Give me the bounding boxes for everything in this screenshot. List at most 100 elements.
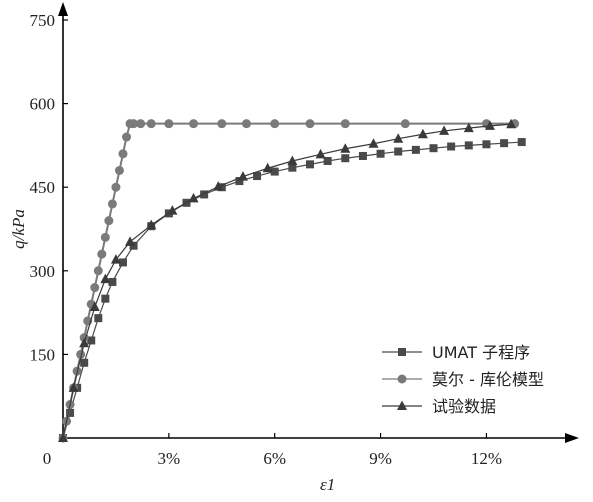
data-point <box>340 119 350 129</box>
data-point <box>237 171 248 181</box>
data-point <box>125 236 136 246</box>
y-tick-label: 600 <box>30 95 56 114</box>
data-point <box>287 155 298 166</box>
x-tick-label: 6% <box>263 449 286 468</box>
data-point <box>500 139 509 148</box>
legend-item: UMAT 子程序 <box>382 343 530 362</box>
series-line <box>62 123 512 439</box>
data-point <box>108 277 117 286</box>
data-point <box>463 122 474 133</box>
data-point <box>315 148 326 159</box>
data-point <box>235 177 244 186</box>
data-point <box>241 119 251 129</box>
data-point <box>270 167 279 176</box>
data-point <box>341 154 350 163</box>
series-triangle <box>58 118 517 442</box>
data-point <box>213 181 224 191</box>
y-axis-arrow-icon <box>58 2 68 16</box>
y-tick-label: 750 <box>30 11 56 30</box>
data-point <box>68 382 79 392</box>
data-point <box>111 182 121 192</box>
data-point <box>76 349 86 359</box>
data-point <box>340 143 351 153</box>
legend-marker <box>397 374 407 384</box>
series-line <box>62 141 522 439</box>
data-point <box>100 232 110 242</box>
y-tick-label: 450 <box>30 178 56 197</box>
data-point <box>118 149 128 159</box>
x-tick-label: 3% <box>158 449 181 468</box>
data-point <box>506 118 517 129</box>
legend-item: 试验数据 <box>382 397 496 416</box>
data-point <box>146 119 156 129</box>
data-point <box>447 142 456 151</box>
data-point <box>394 147 403 156</box>
data-point <box>107 199 117 209</box>
x-tick-label: 9% <box>369 449 392 468</box>
data-point <box>146 219 157 230</box>
axes <box>58 2 579 443</box>
data-point <box>417 128 428 139</box>
data-point <box>400 119 410 129</box>
data-point <box>358 151 367 160</box>
data-point <box>217 183 226 192</box>
x-tick-label: 12% <box>471 449 502 468</box>
data-point <box>114 165 124 175</box>
data-point <box>189 119 199 129</box>
data-point <box>87 336 96 345</box>
data-point <box>429 144 438 153</box>
data-point <box>80 358 89 367</box>
data-point <box>167 205 178 215</box>
data-point <box>305 119 315 129</box>
data-point <box>122 132 132 142</box>
data-point <box>217 119 227 129</box>
data-point <box>89 301 100 312</box>
axis-titles: ε1 q/kPa <box>9 209 335 494</box>
data-point <box>58 432 68 442</box>
legend-label: 莫尔 - 库伦模型 <box>432 370 544 389</box>
data-point <box>464 141 473 150</box>
data-point <box>110 254 121 264</box>
legend-marker <box>397 400 407 410</box>
data-point <box>129 119 139 129</box>
x-axis-arrow-icon <box>565 433 579 443</box>
series-group <box>58 118 526 443</box>
data-point <box>439 125 450 135</box>
data-point <box>517 138 526 147</box>
legend-label: 试验数据 <box>432 397 496 416</box>
data-point <box>104 216 114 226</box>
data-point <box>97 249 107 259</box>
legend-item: 莫尔 - 库伦模型 <box>382 370 544 389</box>
legend-marker <box>398 348 406 356</box>
data-point <box>253 172 262 181</box>
data-point <box>93 266 103 276</box>
data-point <box>376 149 385 158</box>
data-point <box>270 119 280 129</box>
data-point <box>94 314 103 323</box>
data-point <box>482 140 491 149</box>
data-point <box>164 119 174 129</box>
data-point <box>288 163 297 172</box>
x-axis-title: ε1 <box>320 475 335 494</box>
x-tick-label: 0 <box>43 449 52 468</box>
data-point <box>393 133 404 143</box>
data-point <box>200 190 209 199</box>
data-point <box>484 120 495 130</box>
data-point <box>118 258 127 267</box>
data-point <box>306 160 314 169</box>
legend-label: UMAT 子程序 <box>432 343 530 362</box>
data-point <box>368 138 379 148</box>
y-tick-label: 300 <box>30 262 56 281</box>
data-point <box>90 283 100 293</box>
y-tick-label: 150 <box>30 345 56 364</box>
data-point <box>188 192 199 203</box>
data-point <box>262 162 273 173</box>
data-point <box>411 145 420 154</box>
data-point <box>101 294 110 303</box>
data-point <box>79 337 90 348</box>
y-axis-title: q/kPa <box>9 209 28 249</box>
data-point <box>323 157 332 166</box>
